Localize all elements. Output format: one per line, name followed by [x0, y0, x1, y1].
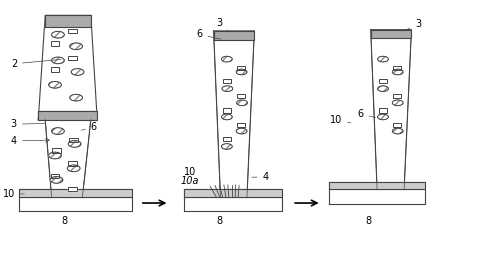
Bar: [379, 79, 387, 83]
Polygon shape: [371, 30, 411, 38]
Circle shape: [68, 141, 81, 147]
Circle shape: [378, 86, 388, 91]
Bar: [237, 123, 245, 127]
Bar: [393, 66, 401, 70]
Text: 6: 6: [196, 29, 220, 39]
Text: 8: 8: [366, 216, 372, 226]
Polygon shape: [214, 31, 254, 40]
Polygon shape: [45, 15, 91, 27]
Text: 3: 3: [216, 18, 227, 30]
Circle shape: [237, 100, 247, 106]
Text: 3: 3: [404, 19, 421, 31]
Bar: [68, 56, 77, 60]
Bar: [393, 94, 401, 98]
Bar: [393, 66, 401, 70]
Polygon shape: [19, 189, 132, 197]
Text: 6: 6: [357, 109, 376, 119]
Bar: [52, 148, 61, 153]
Text: 10: 10: [2, 189, 24, 199]
Bar: [68, 161, 77, 166]
Text: 3: 3: [11, 119, 45, 129]
Bar: [68, 29, 77, 33]
Circle shape: [222, 86, 233, 91]
Circle shape: [236, 69, 247, 75]
Circle shape: [71, 69, 84, 75]
Circle shape: [378, 114, 388, 120]
Text: 8: 8: [61, 216, 67, 226]
Text: 8: 8: [216, 216, 222, 226]
Polygon shape: [329, 182, 425, 189]
Bar: [393, 123, 401, 127]
Circle shape: [392, 128, 403, 134]
Bar: [223, 108, 231, 113]
Bar: [51, 67, 59, 72]
Circle shape: [221, 114, 232, 120]
Bar: [52, 148, 61, 153]
Bar: [379, 108, 387, 113]
Bar: [393, 94, 401, 98]
Polygon shape: [45, 120, 91, 197]
Text: 4: 4: [11, 136, 50, 146]
Bar: [69, 138, 78, 142]
Circle shape: [52, 128, 64, 134]
Polygon shape: [184, 189, 282, 197]
Bar: [237, 94, 245, 98]
Bar: [68, 187, 77, 191]
Bar: [223, 79, 231, 83]
Bar: [237, 66, 245, 70]
Bar: [51, 41, 59, 46]
Text: 4: 4: [252, 172, 269, 182]
Bar: [223, 137, 231, 141]
Bar: [379, 79, 387, 83]
Polygon shape: [38, 111, 97, 120]
Bar: [68, 161, 77, 166]
Circle shape: [52, 31, 64, 38]
Circle shape: [49, 81, 61, 88]
Circle shape: [49, 152, 61, 159]
Bar: [68, 187, 77, 191]
Bar: [51, 67, 59, 72]
Polygon shape: [214, 31, 254, 197]
Text: 10: 10: [330, 115, 351, 125]
Bar: [223, 79, 231, 83]
Polygon shape: [371, 30, 411, 189]
Polygon shape: [184, 197, 282, 211]
Text: 10: 10: [184, 167, 196, 177]
Bar: [51, 174, 59, 178]
Circle shape: [236, 128, 247, 134]
Circle shape: [392, 100, 403, 106]
Polygon shape: [329, 189, 425, 204]
Bar: [379, 108, 387, 113]
Bar: [393, 123, 401, 127]
Bar: [237, 123, 245, 127]
Circle shape: [378, 56, 388, 62]
Circle shape: [221, 144, 232, 149]
Bar: [68, 29, 77, 33]
Bar: [51, 174, 59, 178]
Bar: [237, 66, 245, 70]
Circle shape: [70, 43, 82, 50]
Bar: [69, 138, 78, 142]
Polygon shape: [38, 15, 97, 120]
Circle shape: [67, 165, 80, 172]
Circle shape: [50, 177, 63, 183]
Circle shape: [70, 94, 82, 101]
Bar: [237, 94, 245, 98]
Bar: [223, 108, 231, 113]
Circle shape: [392, 69, 403, 75]
Polygon shape: [19, 197, 132, 211]
Text: 10a: 10a: [181, 176, 199, 186]
Bar: [68, 56, 77, 60]
Circle shape: [52, 57, 64, 64]
Bar: [51, 41, 59, 46]
Circle shape: [221, 56, 232, 62]
Bar: [223, 137, 231, 141]
Text: 6: 6: [81, 122, 97, 132]
Text: 2: 2: [11, 59, 61, 69]
